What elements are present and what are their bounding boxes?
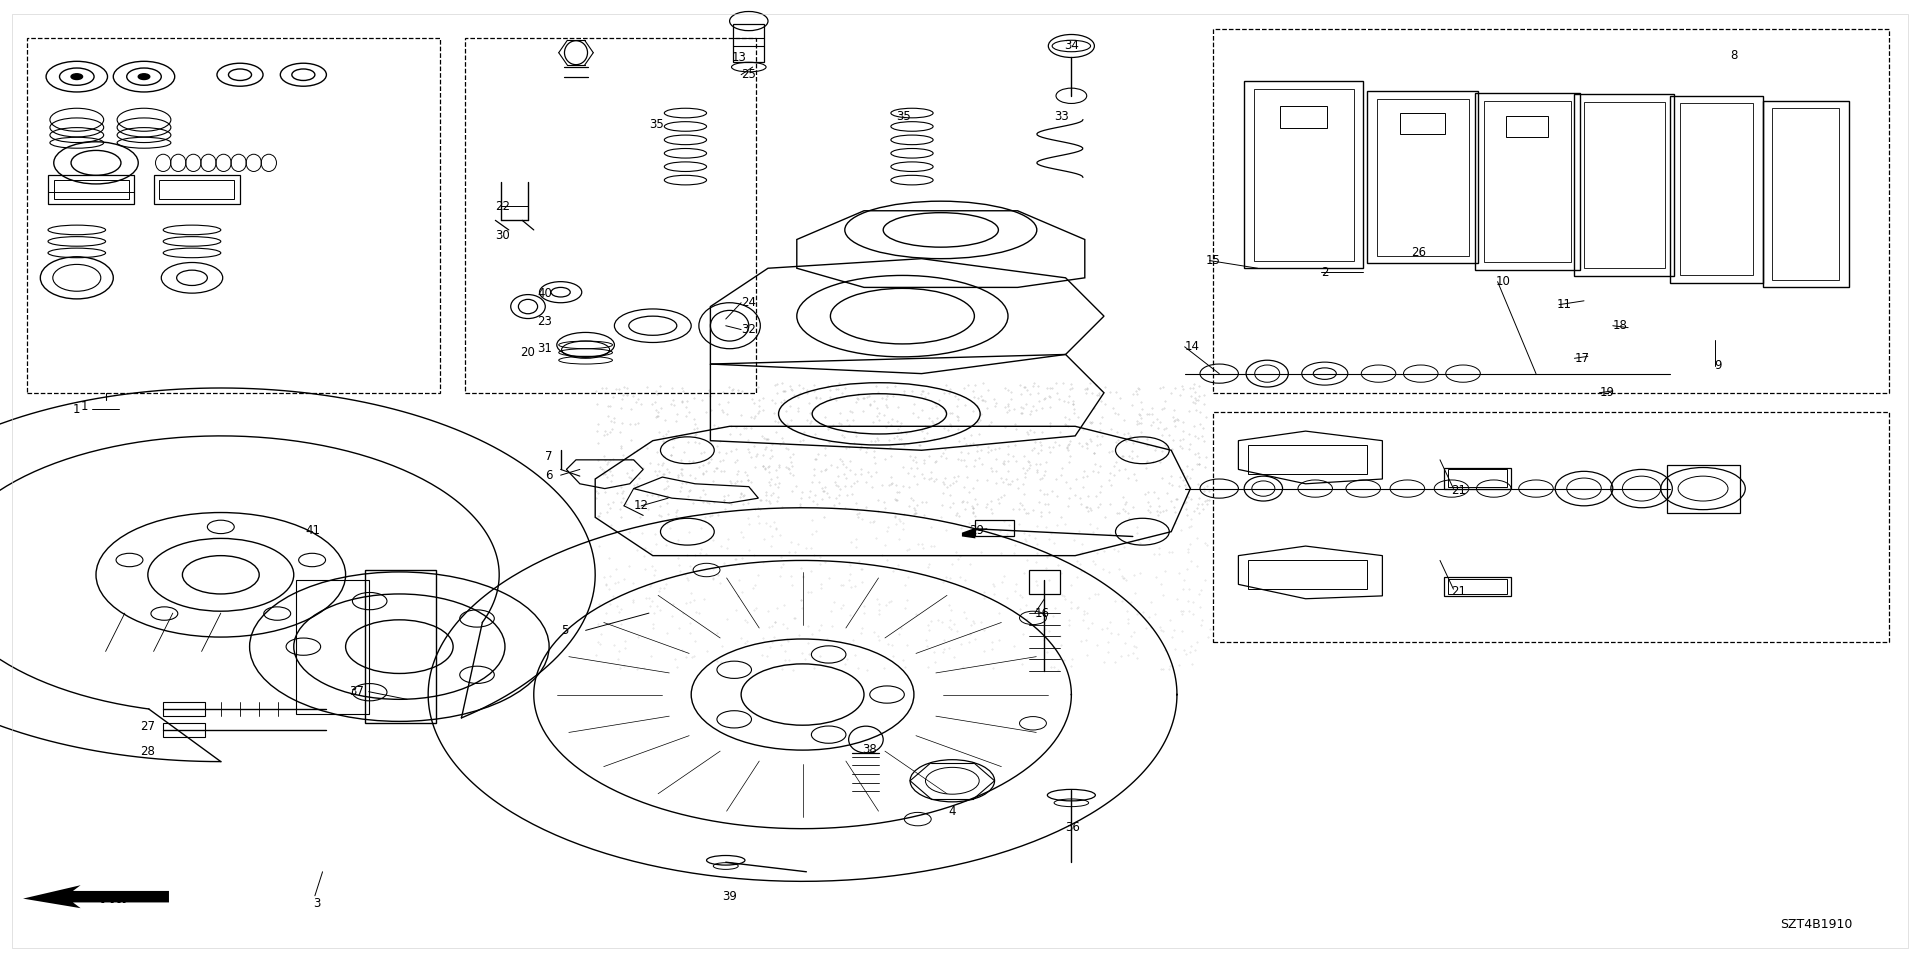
Text: 25: 25 [741, 68, 756, 81]
Bar [1367, 91, 1478, 263]
Text: 33: 33 [1054, 110, 1069, 124]
Bar [163, 723, 205, 737]
Text: 14: 14 [1185, 340, 1200, 354]
Text: 15: 15 [1206, 254, 1221, 267]
Bar [1667, 465, 1740, 513]
Bar [733, 24, 764, 62]
Text: 38: 38 [862, 742, 877, 756]
Polygon shape [23, 885, 169, 908]
Bar [465, 38, 756, 393]
Bar [296, 580, 369, 714]
Bar [27, 38, 440, 393]
Text: 29: 29 [970, 524, 985, 537]
Text: 34: 34 [1064, 39, 1079, 53]
Bar [154, 175, 240, 204]
Bar [1248, 445, 1367, 474]
Bar [159, 180, 234, 199]
Bar [1244, 81, 1363, 268]
Bar [1505, 116, 1548, 137]
Text: FR.: FR. [100, 891, 129, 906]
Bar [1377, 99, 1469, 256]
Bar [1670, 96, 1763, 283]
Bar [1475, 93, 1580, 270]
Text: 37: 37 [349, 685, 365, 698]
Bar [365, 570, 436, 723]
Text: 20: 20 [520, 346, 536, 359]
Text: 40: 40 [538, 286, 553, 300]
Text: 4: 4 [948, 805, 956, 818]
Text: 24: 24 [741, 296, 756, 309]
Bar [1763, 101, 1849, 287]
Text: 2: 2 [1321, 265, 1329, 279]
Bar [48, 175, 134, 204]
Text: 27: 27 [140, 719, 156, 733]
Text: 23: 23 [538, 315, 553, 329]
Text: 21: 21 [1452, 484, 1467, 497]
Bar [1680, 103, 1753, 275]
Text: 8: 8 [1730, 49, 1738, 62]
Text: 1: 1 [73, 402, 81, 416]
Bar [1400, 113, 1446, 134]
Text: 6: 6 [545, 468, 553, 482]
Bar [1448, 469, 1507, 487]
Text: 30: 30 [495, 229, 511, 242]
Text: 12: 12 [634, 499, 649, 513]
Text: 17: 17 [1574, 352, 1590, 365]
Bar [1772, 108, 1839, 280]
Circle shape [71, 74, 83, 80]
Polygon shape [962, 528, 975, 538]
Text: 10: 10 [1496, 275, 1511, 288]
Bar [1029, 570, 1060, 594]
Bar [1254, 89, 1354, 261]
Text: 9: 9 [1715, 359, 1722, 373]
Bar [1584, 102, 1665, 268]
Text: SZT4B1910: SZT4B1910 [1780, 918, 1853, 931]
Bar [1574, 94, 1674, 276]
Bar [1281, 105, 1327, 128]
Text: 18: 18 [1613, 319, 1628, 332]
Circle shape [138, 74, 150, 80]
Text: 35: 35 [897, 110, 912, 124]
Text: 39: 39 [722, 890, 737, 903]
Text: 35: 35 [649, 118, 664, 131]
Text: 21: 21 [1452, 584, 1467, 598]
Text: 3: 3 [313, 897, 321, 910]
Bar [1448, 579, 1507, 594]
Text: 16: 16 [1035, 606, 1050, 620]
Bar [54, 180, 129, 199]
Bar [975, 520, 1014, 536]
Text: 36: 36 [1066, 821, 1081, 834]
Text: 41: 41 [305, 524, 321, 537]
Text: 11: 11 [1557, 298, 1572, 311]
Text: 22: 22 [495, 200, 511, 214]
Text: 32: 32 [741, 323, 756, 336]
Text: 26: 26 [1411, 246, 1427, 260]
Bar [1484, 101, 1571, 262]
Bar [163, 702, 205, 716]
Text: 5: 5 [561, 624, 568, 637]
Text: 1: 1 [81, 399, 88, 413]
Bar [1248, 560, 1367, 589]
Text: 7: 7 [545, 449, 553, 463]
Text: 13: 13 [732, 51, 747, 64]
Text: 31: 31 [538, 342, 553, 355]
Text: 19: 19 [1599, 386, 1615, 399]
Bar [1444, 468, 1511, 489]
Bar [1213, 412, 1889, 642]
Bar [1444, 577, 1511, 596]
Bar [1213, 29, 1889, 393]
Text: 28: 28 [140, 744, 156, 758]
